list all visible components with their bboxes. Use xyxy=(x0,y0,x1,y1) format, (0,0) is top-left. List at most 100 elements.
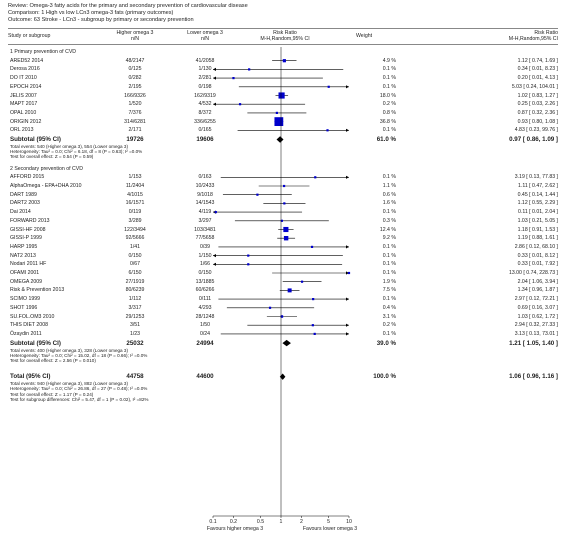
study-weight: 36.8 % xyxy=(379,118,396,125)
study-1-7-weight-marker xyxy=(283,236,289,241)
study-0-8-ci-arrow-right xyxy=(346,128,349,132)
study-name: Nodari 2011 HF xyxy=(10,261,47,268)
study-name: DART2 2003 xyxy=(10,200,40,207)
study-weight: 0.1 % xyxy=(382,296,396,303)
study-low-events: 3/297 xyxy=(198,217,212,224)
subgroup-heading: 2 Secondary prevention of CVD xyxy=(10,165,83,172)
study-risk-ratio: 0.33 [ 0.01, 8.12 ] xyxy=(517,252,558,259)
study-low-events: 1/130 xyxy=(198,66,212,73)
study-1-4-weight-marker xyxy=(214,211,217,214)
study-0-7-weight-marker xyxy=(274,117,284,126)
study-name: OMEGA 2009 xyxy=(10,278,43,285)
study-1-3-weight-marker xyxy=(283,202,286,205)
study-name: OPAL 2010 xyxy=(10,109,37,116)
subtotal-note: Total events: 540 (Higher omega 3), 554 … xyxy=(10,144,128,149)
study-risk-ratio: 0.45 [ 0.14, 1.44 ] xyxy=(517,191,558,198)
study-risk-ratio: 1.03 [ 0.62, 1.72 ] xyxy=(517,313,558,320)
study-name: MAPT 2017 xyxy=(10,101,38,108)
study-high-events: 16/1571 xyxy=(125,200,145,207)
study-low-events: 14/1543 xyxy=(195,200,215,207)
study-low-events: 0/111 xyxy=(198,296,212,303)
header-top-rule xyxy=(8,28,558,29)
study-high-events: 1/23 xyxy=(129,330,141,337)
x-axis-tick-label: 5 xyxy=(327,519,330,525)
study-low-events: 1/150 xyxy=(198,252,212,259)
subtotal-diamond xyxy=(276,136,284,143)
study-weight: 1.1 % xyxy=(382,183,396,189)
study-1-12-weight-marker xyxy=(300,280,304,283)
study-name: ORIGIN 2012 xyxy=(10,118,42,125)
study-1-9-weight-marker xyxy=(247,254,250,257)
subgroup-heading: 1 Primary prevention of CVD xyxy=(10,49,77,55)
study-name: GISSI-HF 2008 xyxy=(10,226,46,233)
study-0-5-weight-marker xyxy=(238,103,242,106)
study-1-0-weight-marker xyxy=(314,176,317,179)
study-1-8-weight-marker xyxy=(310,245,314,248)
x-axis-tick-label: 10 xyxy=(346,519,352,525)
study-1-6-weight-marker xyxy=(283,226,289,233)
total-note: Heterogeneity: Tau² = 0.0; Chi² = 26.86,… xyxy=(10,386,148,392)
study-high-events: 2/195 xyxy=(128,83,142,90)
study-name: HARP 1995 xyxy=(10,243,38,250)
x-axis-tick-label: 0.1 xyxy=(209,519,217,525)
study-low-events: 13/1885 xyxy=(195,278,215,285)
study-low-events: 4/119 xyxy=(198,209,212,216)
col-header-study: Study or subgroup xyxy=(8,33,51,39)
study-low-events: 28/1248 xyxy=(195,313,215,320)
study-high-events: 27/1919 xyxy=(125,278,145,285)
study-name: ARED52 2014 xyxy=(10,57,44,64)
study-weight: 4.9 % xyxy=(382,57,396,64)
study-weight: 0.3 % xyxy=(382,217,396,224)
col-header-rr: Risk Ratio xyxy=(273,30,297,36)
study-risk-ratio: 3.19 [ 0.13, 77.83 ] xyxy=(514,174,558,181)
study-name: SHOT 1996 xyxy=(10,304,38,311)
study-0-4-weight-marker xyxy=(278,92,285,99)
study-high-events: 0/119 xyxy=(128,209,142,216)
study-name: Dai 2014 xyxy=(10,209,31,216)
study-weight: 0.1 % xyxy=(382,243,396,250)
study-low-events: 0/24 xyxy=(199,330,211,337)
study-1-13-weight-marker xyxy=(287,288,292,293)
study-weight: 0.1 % xyxy=(382,252,396,259)
favours-right-label: Favours lower omega 3 xyxy=(302,526,358,532)
study-risk-ratio: 4.83 [ 0.23, 99.76 ] xyxy=(514,127,558,134)
study-risk-ratio: 1.19 [ 0.88, 1.61 ] xyxy=(517,235,558,242)
study-weight: 0.1 % xyxy=(382,83,396,90)
study-high-events: 0/282 xyxy=(128,75,142,82)
study-0-1-weight-marker xyxy=(248,68,251,71)
col-header-low-nn: n/N xyxy=(200,36,210,42)
study-1-0-ci-arrow-right xyxy=(346,175,349,179)
study-1-17-weight-marker xyxy=(311,324,314,327)
study-0-8-weight-marker xyxy=(326,129,329,132)
study-risk-ratio: 1.12 [ 0.55, 2.29 ] xyxy=(517,200,558,207)
x-axis-tick-label: 2 xyxy=(300,519,303,525)
study-high-events: 7/376 xyxy=(128,109,142,116)
study-low-events: 4/532 xyxy=(198,101,212,108)
study-weight: 0.8 % xyxy=(382,109,396,116)
study-name: AFFORD 2015 xyxy=(10,174,45,181)
study-0-1-ci-arrow-left xyxy=(213,67,216,71)
col-header-low: Lower omega 3 xyxy=(187,30,223,36)
study-low-events: 336/6255 xyxy=(194,118,216,125)
total-label: Total (95% CI) xyxy=(10,373,51,381)
subtotal-label: Subtotal (95% CI) xyxy=(10,136,61,143)
study-high-events: 29/1253 xyxy=(125,313,145,320)
study-risk-ratio: 0.87 [ 0.32, 2.36 ] xyxy=(517,109,558,116)
total-risk-ratio: 1.06 [ 0.96, 1.16 ] xyxy=(509,373,558,381)
study-risk-ratio: 0.11 [ 0.01, 2.04 ] xyxy=(518,209,558,216)
col-header-rr2: Risk Ratio xyxy=(534,30,558,36)
study-1-9-ci-arrow-left xyxy=(213,254,216,258)
comparison-title: Comparison: 1 High vs low LCn3 omega-3 f… xyxy=(8,10,174,16)
study-weight: 18.0 % xyxy=(379,92,396,99)
subtotal-diamond xyxy=(282,339,291,347)
study-name: AlphaOmega - EPA+DHA 2010 xyxy=(10,183,82,189)
study-weight: 1.9 % xyxy=(382,278,396,285)
study-1-16-weight-marker xyxy=(280,315,284,318)
favours-left-label: Favours higher omega 3 xyxy=(206,526,264,532)
study-1-14-ci-arrow-right xyxy=(346,297,349,301)
study-weight: 0.1 % xyxy=(382,127,396,134)
subtotal-high: 19726 xyxy=(126,136,144,143)
study-1-5-weight-marker xyxy=(280,219,283,222)
study-1-11-ci-arrow-right xyxy=(346,271,349,275)
study-low-events: 60/6266 xyxy=(195,287,215,294)
